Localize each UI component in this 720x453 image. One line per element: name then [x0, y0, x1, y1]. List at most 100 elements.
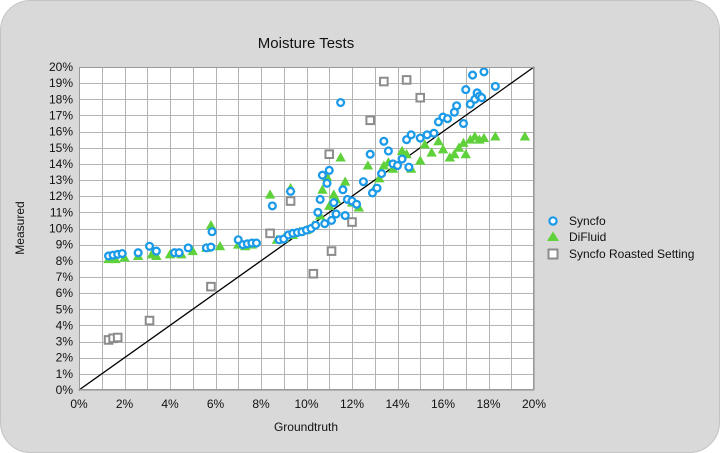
syncfo-point — [133, 248, 143, 258]
difluid-point — [426, 147, 437, 157]
syncfo-point — [317, 170, 327, 180]
data-points — [103, 67, 531, 345]
y-tick-label: 3% — [56, 335, 74, 349]
syncfo-point — [322, 178, 332, 188]
difluid-point — [374, 173, 385, 183]
syncfo-point — [377, 169, 387, 179]
syncfo-roasted-point — [144, 315, 155, 326]
difluid-point — [449, 149, 460, 159]
difluid-point — [490, 131, 501, 141]
syncfo-point — [429, 128, 439, 138]
syncfo-point — [383, 146, 393, 156]
difluid-point — [205, 220, 217, 230]
y-tick-label: 20% — [49, 60, 73, 74]
legend-label-difluid: DiFluid — [569, 230, 606, 244]
difluid-point — [453, 142, 465, 152]
difluid-point — [415, 155, 426, 165]
syncfo-roasted-point — [308, 268, 319, 279]
x-tick-label: 18% — [476, 397, 500, 411]
y-tick-label: 7% — [56, 270, 74, 284]
difluid-point — [419, 139, 430, 149]
y-tick-label: 16% — [49, 125, 73, 139]
syncfo-point — [174, 248, 184, 258]
syncfo-point — [251, 238, 262, 248]
syncfo-point — [207, 227, 217, 237]
difluid-point — [335, 152, 346, 162]
syncfo-point — [206, 242, 216, 252]
syncfo-roasted-point — [112, 332, 123, 343]
difluid-point — [437, 144, 449, 154]
syncfo-roasted-point — [265, 228, 275, 239]
syncfo-point — [183, 243, 193, 253]
syncfo-point — [320, 219, 330, 229]
x-axis-title: Groundtruth — [274, 420, 338, 434]
syncfo-point — [490, 81, 500, 91]
syncfo-point — [313, 207, 323, 217]
x-tick-label: 12% — [340, 397, 364, 411]
difluid-point — [433, 136, 444, 146]
syncfo-point — [477, 93, 487, 103]
y-tick-label: 10% — [49, 222, 73, 236]
syncfo-point — [117, 248, 127, 259]
difluid-point — [214, 241, 226, 251]
x-tick-label: 6% — [207, 397, 225, 411]
y-tick-label: 19% — [49, 76, 73, 90]
syncfo-roasted-point — [285, 196, 296, 206]
syncfo-roasted-point — [326, 246, 337, 256]
x-tick-label: 14% — [385, 397, 409, 411]
difluid-point — [458, 137, 469, 147]
syncfo-point — [329, 198, 339, 208]
y-tick-label: 0% — [56, 383, 74, 397]
syncfo-roasted-point — [206, 281, 216, 292]
syncfo-point — [144, 241, 155, 251]
legend-item-syncfo[interactable]: Syncfo — [548, 214, 606, 228]
y-tick-label: 17% — [49, 108, 73, 122]
syncfo-point — [338, 185, 348, 195]
syncfo-point — [458, 118, 469, 129]
syncfo-roasted-point — [401, 75, 412, 85]
y-tick-label: 4% — [56, 318, 74, 332]
y-tick-label: 11% — [50, 205, 73, 219]
legend-item-difluid[interactable]: DiFluid — [547, 230, 606, 244]
syncfo-roasted-point — [324, 149, 335, 160]
syncfo-point — [372, 183, 382, 193]
legend-marker-syncfo — [548, 216, 558, 226]
syncfo-point — [452, 101, 462, 111]
legend-marker-syncfo-roasted — [547, 248, 559, 260]
y-tick-label: 2% — [56, 351, 74, 365]
y-tick-label: 5% — [56, 302, 74, 316]
y-tick-label: 13% — [49, 173, 73, 187]
y-tick-label: 1% — [56, 367, 74, 381]
y-tick-label: 14% — [49, 157, 73, 171]
legend-item-syncfo-roasted[interactable]: Syncfo Roasted Setting — [547, 247, 695, 261]
y-tick-label: 15% — [49, 141, 73, 155]
syncfo-point — [392, 160, 403, 171]
syncfo-roasted-point — [415, 92, 426, 103]
difluid-point — [317, 184, 328, 194]
syncfo-point — [461, 85, 471, 95]
syncfo-point — [468, 70, 478, 80]
syncfo-point — [326, 215, 337, 225]
x-tick-label: 8% — [252, 397, 270, 411]
syncfo-point — [358, 177, 368, 187]
syncfo-point — [406, 130, 416, 140]
difluid-point — [444, 152, 456, 162]
chart-title: Moisture Tests — [258, 35, 354, 52]
x-tick-label: 2% — [116, 397, 134, 411]
x-tick-label: 10% — [294, 397, 318, 411]
syncfo-point — [479, 67, 489, 77]
x-tick-label: 4% — [161, 397, 179, 411]
syncfo-point — [311, 220, 321, 230]
y-axis-title: Measured — [13, 201, 27, 254]
syncfo-roasted-point — [365, 115, 375, 126]
syncfo-point — [336, 97, 346, 108]
syncfo-point — [286, 186, 296, 196]
difluid-point — [378, 160, 390, 170]
y-tick-label: 12% — [49, 189, 73, 203]
syncfo-point — [415, 133, 425, 143]
legend-label-syncfo-roasted: Syncfo Roasted Setting — [569, 247, 694, 261]
plot-border — [79, 67, 534, 390]
y-tick-label: 6% — [56, 286, 74, 300]
